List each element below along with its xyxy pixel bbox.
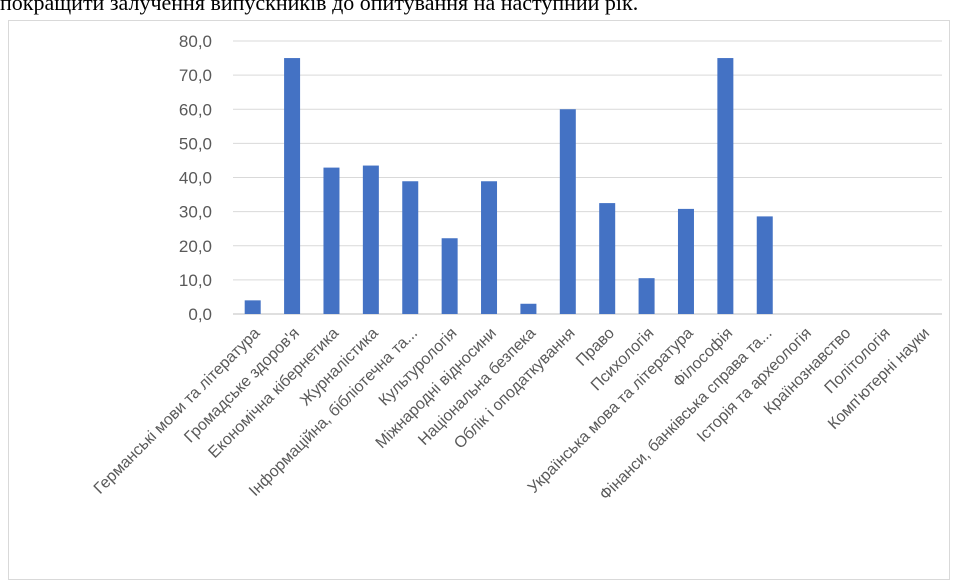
bar [323,167,340,314]
bar [402,181,419,314]
bar [717,58,734,314]
bar [441,238,458,314]
bar [638,278,655,314]
bar [559,109,576,314]
y-tick-label: 10,0 [179,271,212,290]
bar [677,208,694,314]
y-tick-label: 80,0 [179,32,212,51]
y-tick-label: 0,0 [188,305,212,324]
bar [362,165,379,314]
page-text-fragment: покращити залучення випускників до опиту… [0,0,639,15]
bar [599,203,616,314]
y-tick-label: 40,0 [179,169,212,188]
bar [756,216,773,314]
y-tick-label: 20,0 [179,237,212,256]
bar [284,58,301,314]
x-tick-label: Германські мови та література [91,325,264,498]
bar [244,300,261,314]
bar [520,303,537,314]
y-tick-label: 70,0 [179,66,212,85]
y-tick-label: 60,0 [179,100,212,119]
y-tick-label: 50,0 [179,134,212,153]
bar [481,181,498,314]
chart-area [8,20,950,580]
y-tick-label: 30,0 [179,203,212,222]
